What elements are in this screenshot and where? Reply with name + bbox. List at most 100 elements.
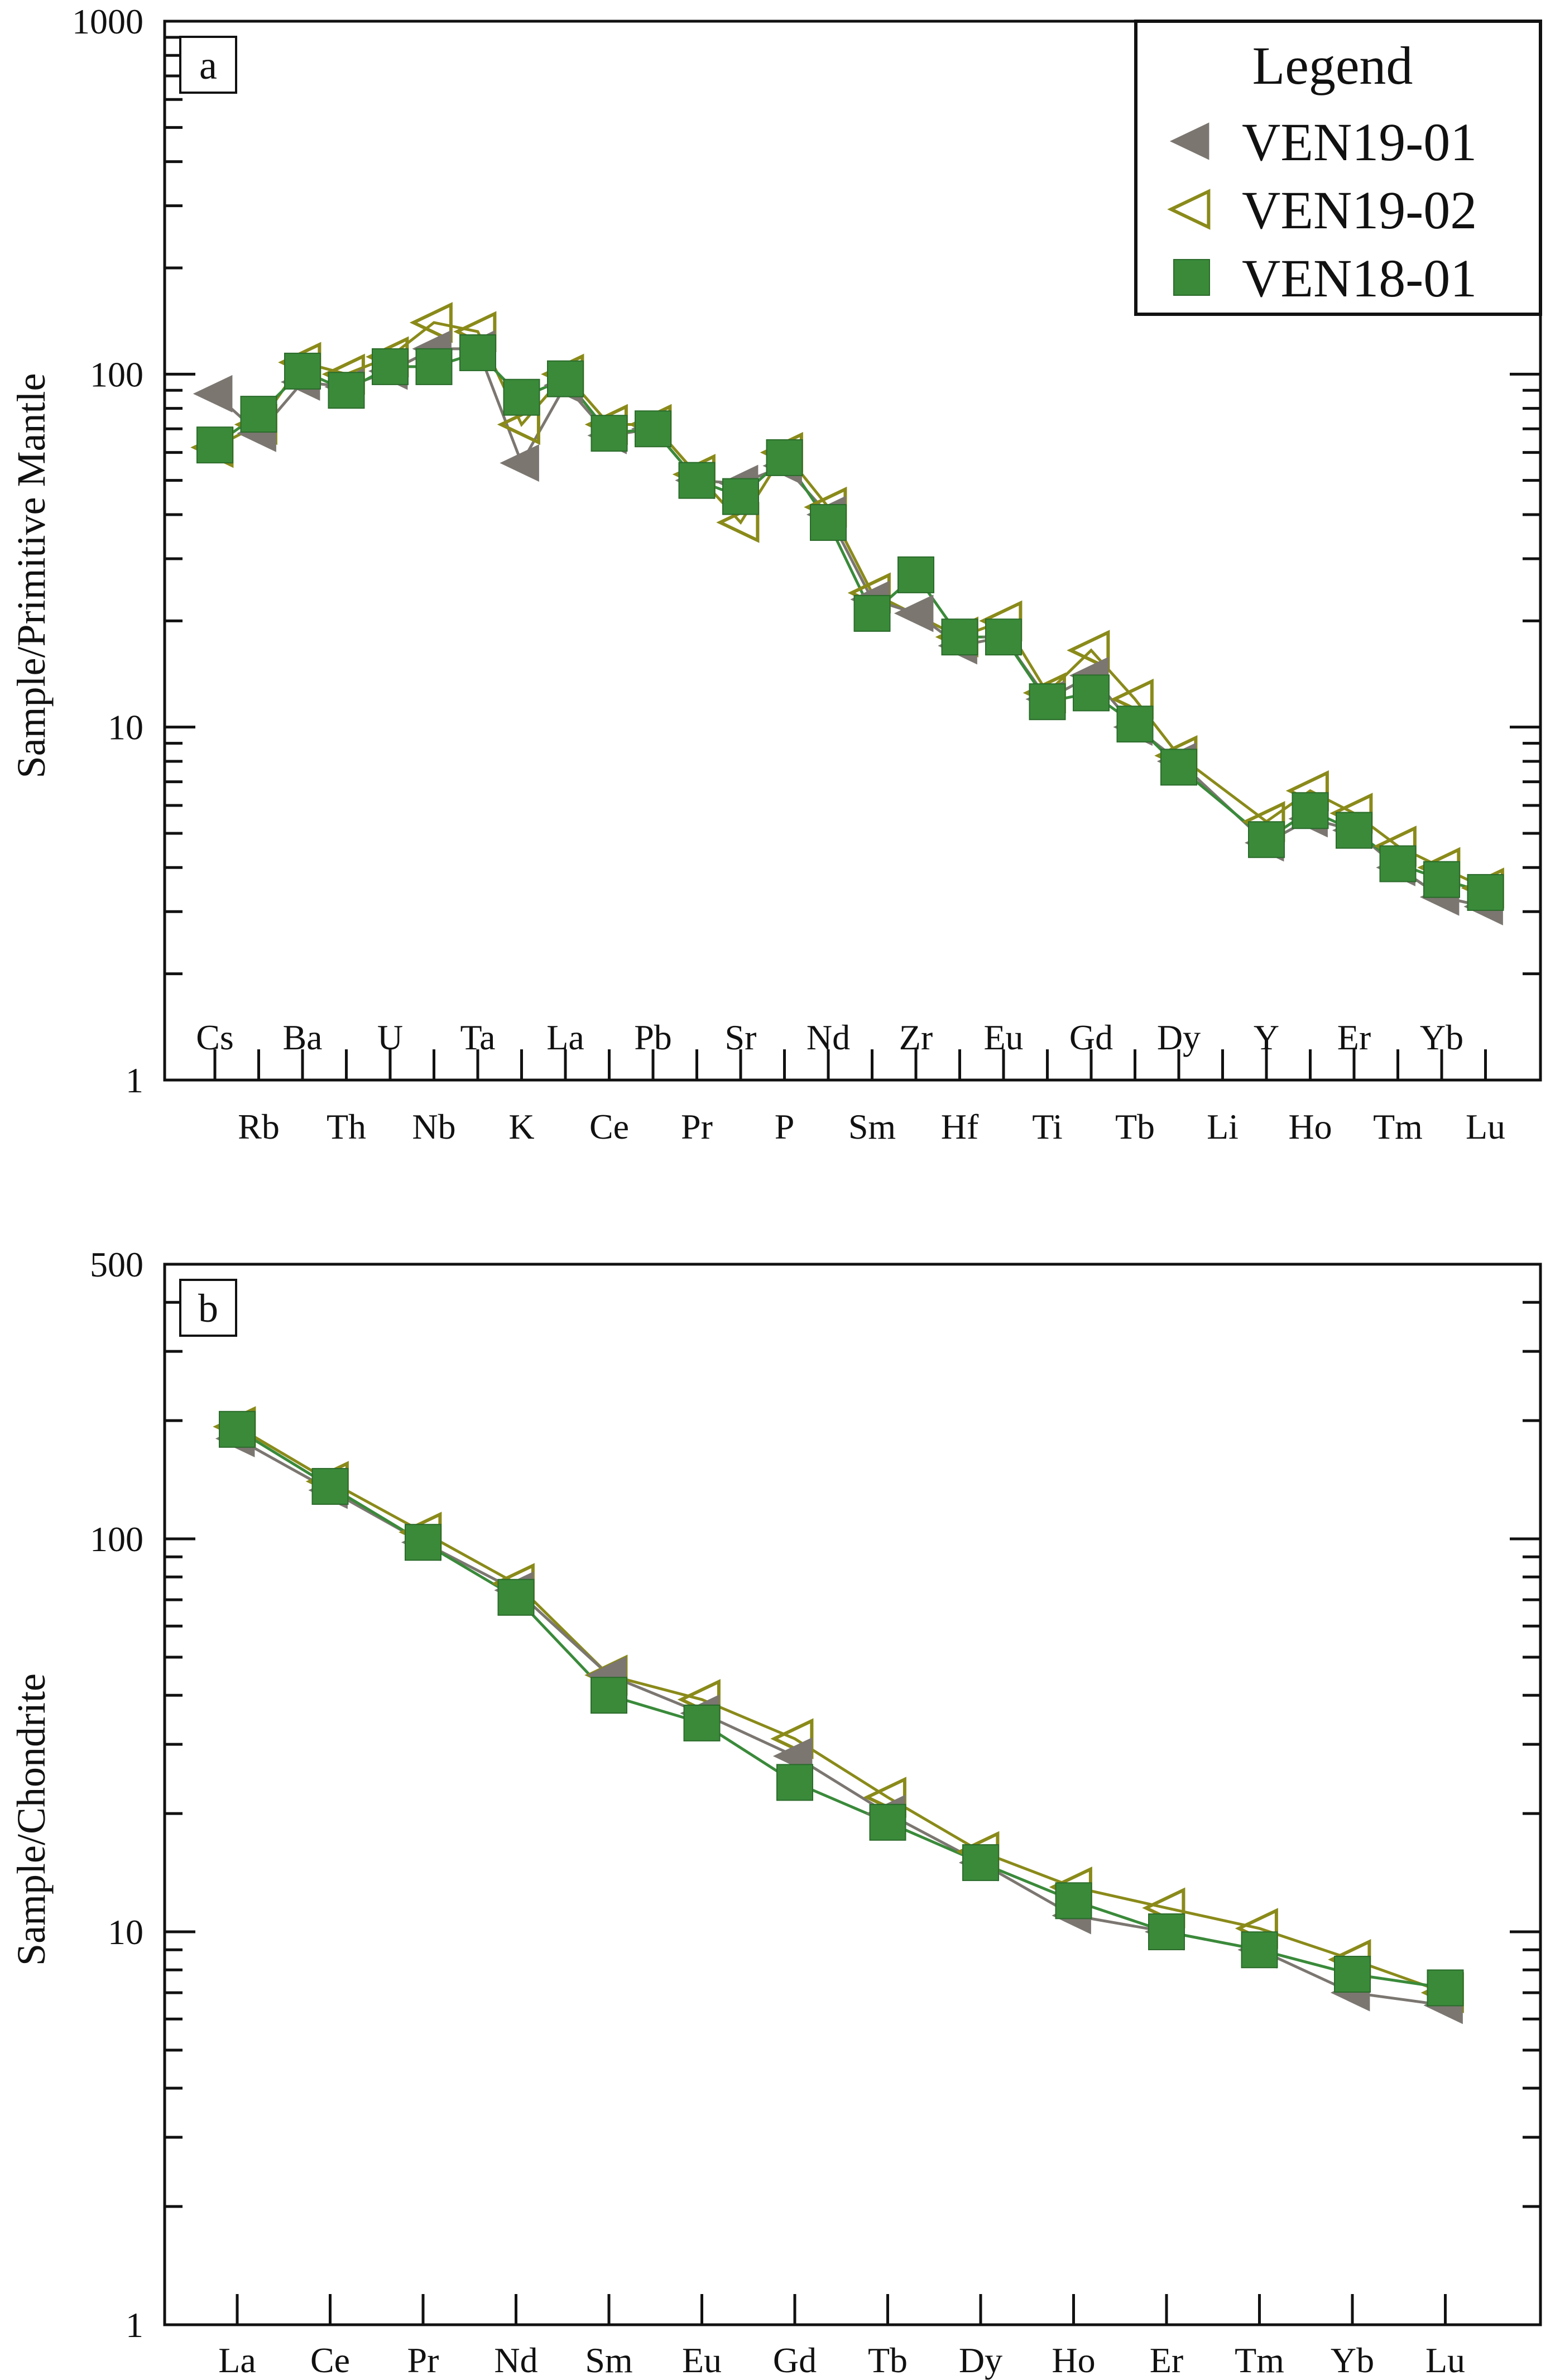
x-tick-label: U xyxy=(377,1018,403,1057)
x-tick-label: Pr xyxy=(407,2340,439,2380)
x-tick-label: La xyxy=(546,1018,584,1057)
data-point-VEN18-01-Tb xyxy=(869,1803,906,1841)
x-tick-label: Er xyxy=(1150,2340,1183,2380)
data-point-VEN18-01-Ce xyxy=(311,1468,349,1505)
x-tick-label: Pr xyxy=(681,1107,713,1146)
x-tick-label: Dy xyxy=(1157,1018,1201,1057)
data-point-VEN18-01-Tb xyxy=(1116,706,1154,743)
data-point-VEN18-01-U xyxy=(372,348,409,385)
legend-marker-VEN19-01 xyxy=(1169,122,1209,160)
data-point-VEN18-01-La xyxy=(547,360,584,397)
series-markers-VEN19-01 xyxy=(193,330,1503,925)
data-point-VEN18-01-Nb xyxy=(415,348,453,385)
panel-label: b xyxy=(179,1279,237,1337)
panel-label-box xyxy=(179,1279,237,1337)
data-point-VEN18-01-Er xyxy=(1336,812,1372,849)
x-axis: La Ce Pr Nd Sm Eu Gd Tb Dy Ho Er Tm Yb Lu xyxy=(218,2294,1465,2380)
y-tick-label: 500 xyxy=(90,1245,143,1284)
x-tick-label: Tm xyxy=(1373,1107,1423,1146)
x-tick-label: Eu xyxy=(983,1018,1023,1057)
x-tick-label: Y xyxy=(1254,1018,1279,1057)
y-tick-label: 1 xyxy=(126,2305,143,2345)
x-tick-label: Ti xyxy=(1032,1107,1063,1146)
x-tick-label: Cs xyxy=(196,1018,234,1057)
x-tick-label: Tb xyxy=(1115,1107,1155,1146)
data-point-VEN18-01-Sm xyxy=(853,594,891,632)
x-tick-label: Sm xyxy=(848,1107,896,1146)
x-tick-label: Nd xyxy=(807,1018,850,1057)
data-point-VEN18-01-Ba xyxy=(284,352,321,390)
data-point-VEN18-01-Sr xyxy=(722,478,759,515)
data-point-VEN18-01-Ho xyxy=(1055,1882,1092,1920)
x-tick-label: Li xyxy=(1207,1107,1239,1146)
data-point-VEN18-01-Ho xyxy=(1292,792,1329,829)
data-point-VEN18-01-Sm xyxy=(591,1677,627,1714)
y-tick-label: 100 xyxy=(90,354,143,394)
data-point-VEN18-01-Ta xyxy=(459,334,496,371)
data-point-VEN18-01-P xyxy=(766,439,803,476)
x-tick-label: Th xyxy=(327,1107,366,1146)
panel-label: a xyxy=(179,36,237,94)
chart-panel-a: 1 10 100 1000 Sample/Primitive Mantle a Cs Rb Ba… xyxy=(9,2,1542,1146)
data-point-VEN18-01-Gd xyxy=(776,1764,813,1801)
y-tick-label: 10 xyxy=(108,1912,143,1952)
panel-label-text: a xyxy=(199,43,217,88)
data-point-VEN18-01-Th xyxy=(328,372,365,409)
data-point-VEN18-01-Tm xyxy=(1379,845,1417,882)
legend-title: Legend xyxy=(1252,36,1413,95)
data-point-VEN18-01-Yb xyxy=(1334,1955,1371,1993)
x-tick-label: Eu xyxy=(682,2340,722,2380)
series-VEN19-02 xyxy=(236,1425,1446,1994)
legend-label-VEN19-02: VEN19-02 xyxy=(1242,180,1477,240)
x-tick-label: P xyxy=(775,1107,795,1146)
series-VEN18-01 xyxy=(236,1428,1446,1989)
data-point-VEN18-01-Y xyxy=(1248,821,1285,858)
data-point-VEN18-01-Er xyxy=(1148,1913,1185,1951)
x-tick-label: Nd xyxy=(494,2340,537,2380)
legend-label-VEN19-01: VEN19-01 xyxy=(1242,112,1477,172)
data-point-VEN18-01-Gd xyxy=(1073,674,1110,712)
x-tick-label: Ta xyxy=(460,1018,495,1057)
legend: Legend VEN19-01 VEN19-02 VEN18-01 xyxy=(1134,20,1542,316)
data-point-VEN19-01-Cs xyxy=(193,375,233,413)
data-point-VEN18-01-Nd xyxy=(810,504,847,541)
data-point-VEN18-01-Rb xyxy=(240,396,277,433)
plot-frame xyxy=(163,20,1542,1082)
data-point-VEN18-01-Zr xyxy=(897,556,934,593)
data-point-VEN18-01-Eu xyxy=(683,1704,721,1741)
x-tick-label: Rb xyxy=(238,1107,280,1146)
y-tick-labels: 1 10 100 500 xyxy=(90,1245,143,2345)
series-markers-VEN18-01 xyxy=(196,334,1504,911)
data-point-VEN18-01-K xyxy=(503,378,540,416)
data-point-VEN18-01-Tm xyxy=(1241,1931,1278,1969)
data-point-VEN19-01-K xyxy=(500,444,539,482)
x-tick-label: Ho xyxy=(1052,2340,1095,2380)
y-axis-title: Sample/Primitive Mantle xyxy=(9,373,54,779)
data-point-VEN19-02-Nb xyxy=(409,302,453,343)
data-point-VEN18-01-Hf xyxy=(941,618,978,656)
x-tick-label: Ho xyxy=(1288,1107,1332,1146)
legend-marker-VEN18-01 xyxy=(1173,259,1210,296)
series-line-VEN18-01 xyxy=(236,1428,1446,1989)
x-tick-label: Sm xyxy=(585,2340,632,2380)
x-tick-label: Nb xyxy=(412,1107,455,1146)
data-point-VEN18-01-Pr xyxy=(405,1524,441,1561)
data-point-VEN18-01-Yb xyxy=(1423,861,1460,898)
x-tick-label: K xyxy=(508,1107,534,1146)
series-markers-VEN18-01 xyxy=(219,1410,1464,2007)
legend-marker-VEN19-02 xyxy=(1167,189,1211,230)
x-tick-label: Pb xyxy=(634,1018,672,1057)
data-point-VEN18-01-Ti xyxy=(1029,683,1066,721)
series-line-VEN19-02 xyxy=(236,1425,1446,1994)
x-tick-label: Lu xyxy=(1466,1107,1505,1146)
x-tick-label: Dy xyxy=(959,2340,1002,2380)
y-tick-label: 100 xyxy=(90,1519,143,1559)
data-point-VEN18-01-Pb xyxy=(635,410,671,448)
x-tick-label: Yb xyxy=(1331,2340,1374,2380)
legend-label-VEN18-01: VEN18-01 xyxy=(1242,248,1477,308)
data-point-VEN18-01-Lu xyxy=(1427,1969,1464,2007)
y-axis-ticks xyxy=(165,1263,1540,2326)
y-tick-labels: 1 10 100 1000 xyxy=(72,2,143,1100)
x-tick-label: La xyxy=(218,2340,256,2380)
